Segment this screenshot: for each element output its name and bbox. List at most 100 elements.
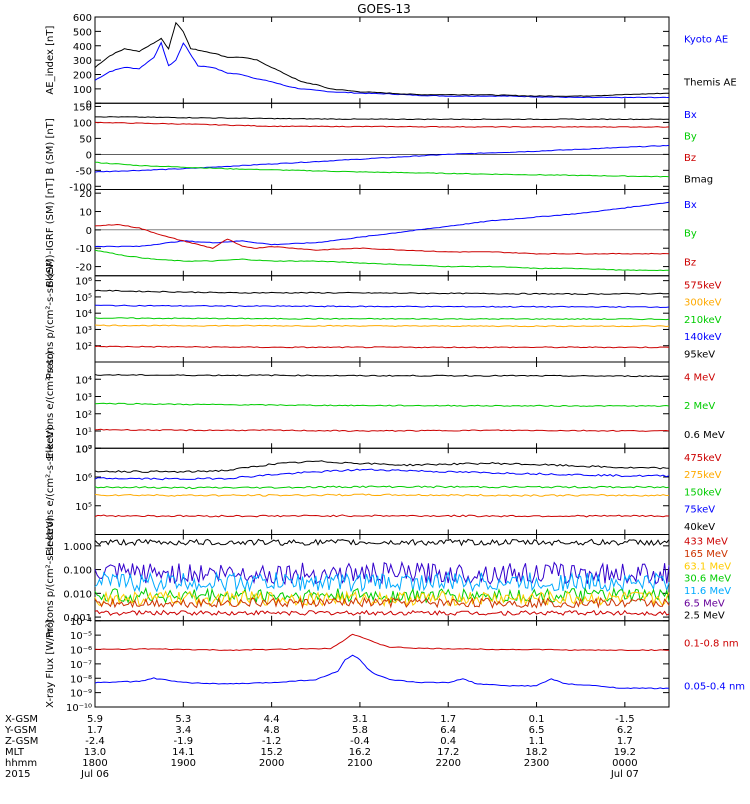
x-axis-cell: 0000 [612, 758, 637, 769]
x-axis-cell: 14.1 [172, 747, 194, 758]
legend-2-5-mev: 2.5 MeV [684, 611, 725, 622]
panel-frame [94, 447, 670, 535]
series-300kev [94, 324, 670, 328]
legend-bz: Bz [684, 153, 696, 164]
x-axis-cell: 19.2 [614, 747, 636, 758]
x-axis-cell: 1.7 [617, 736, 633, 747]
x-axis-cell: -2.4 [85, 736, 105, 747]
legend-75kev: 75keV [684, 505, 715, 516]
x-axis-cell: 2100 [347, 758, 372, 769]
y-tick-label: 0.100 [63, 566, 92, 577]
x-axis-cell: 2200 [436, 758, 461, 769]
x-axis-cell: 3.1 [352, 714, 368, 725]
legend-2-mev: 2 MeV [684, 401, 715, 412]
x-axis-cell: 6.4 [440, 725, 456, 736]
y-axis-label: B (SM) [nT] [45, 118, 56, 174]
x-axis-cell: 1.1 [529, 736, 545, 747]
y-tick-label: 10² [75, 410, 92, 421]
x-axis-cell: 6.5 [529, 725, 545, 736]
legend-475kev: 475keV [684, 453, 722, 464]
y-tick-label: 0 [86, 226, 92, 237]
x-axis-cell: -0.4 [350, 736, 370, 747]
legend-bmag: Bmag [684, 175, 713, 186]
y-tick-label: 10 [79, 208, 92, 219]
series-275kev [94, 493, 670, 497]
series-6-5-mev [94, 560, 670, 586]
series-165-mev [94, 596, 670, 610]
x-axis-cell: 3.4 [175, 725, 191, 736]
series-210kev [94, 317, 670, 321]
panel-frame [94, 16, 670, 104]
legend-140kev: 140keV [684, 332, 722, 343]
legend-by: By [684, 132, 697, 143]
series-75kev [94, 468, 670, 481]
series-by [94, 161, 670, 178]
y-tick-label: -50 [76, 166, 92, 177]
y-axis-label: Protons p/(cm²-s-sr-keV) [45, 517, 56, 638]
y-tick-label: 50 [79, 134, 92, 145]
legend-bz: Bz [684, 257, 696, 268]
y-tick-label: 10³ [75, 325, 92, 336]
y-tick-label: 600 [73, 13, 92, 24]
y-tick-label: 20 [79, 189, 92, 200]
y-tick-label: 10⁵ [75, 293, 92, 304]
panel-frame [94, 189, 670, 277]
y-tick-label: 10⁻⁹ [70, 689, 92, 700]
x-axis-row-label: Z-GSM [5, 736, 38, 747]
y-tick-label: 10⁻⁸ [70, 674, 92, 685]
x-axis-cell: 0.4 [440, 736, 456, 747]
series-2-5-mev [94, 538, 670, 547]
panel-frame [94, 620, 670, 708]
x-axis-cell: 1900 [171, 758, 196, 769]
x-axis-cell: 5.9 [87, 714, 103, 725]
panel-xray: 10⁻¹⁰ 10⁻⁹ 10⁻⁸ 10⁻⁷ 10⁻⁶ 10⁻⁵ 10⁻⁴ X-ray Flux … [45, 617, 745, 714]
series-by [94, 249, 669, 272]
y-tick-label: 10⁰ [75, 444, 92, 455]
y-tick-label: 10⁶ [75, 473, 92, 484]
x-axis-cell: 1.7 [87, 725, 103, 736]
x-axis-cell: -1.2 [262, 736, 282, 747]
series-0-1-0-8-nm [94, 633, 670, 652]
y-tick-label: 0.001 [63, 613, 92, 624]
y-tick-label: 10¹ [75, 427, 92, 438]
series-11-6-mev [94, 571, 670, 593]
legend-4-mev: 4 MeV [684, 372, 715, 383]
legend-575kev: 575keV [684, 280, 722, 291]
series-475kev [94, 514, 670, 518]
legend-kyoto-ae: Kyoto AE [684, 35, 728, 46]
legend-6-5-mev: 6.5 MeV [684, 598, 725, 609]
y-tick-label: 10³ [75, 393, 92, 404]
series-40kev [94, 460, 670, 474]
series-150kev [94, 485, 670, 490]
y-tick-label: 10⁻¹⁰ [66, 703, 92, 714]
panel-ae: 0 100 200 300 400 500 600 AE_index [nT] Kyoto AE… [45, 13, 737, 110]
x-axis-cell: 2000 [259, 758, 284, 769]
x-axis-cell: 5.8 [352, 725, 368, 736]
series-0-6-mev [94, 373, 670, 378]
panel-frame [94, 102, 670, 190]
x-axis-cell: 2300 [524, 758, 549, 769]
series-themis-ae [94, 21, 670, 97]
y-tick-label: 100 [73, 85, 92, 96]
y-axis-label: X-ray Flux [W/m²] [45, 620, 56, 708]
x-axis-row-label: X-GSM [5, 714, 38, 725]
legend-0-1-0-8-nm: 0.1-0.8 nm [684, 638, 739, 649]
y-tick-label: 150 [73, 102, 92, 113]
panel-bsm: -100 -50 0 50 100 150 B (SM) [nT] Bx By Bz Bmag [45, 102, 713, 193]
x-axis-cell: 18.2 [525, 747, 547, 758]
y-axis-label: B (SM)-IGRF (SM) [nT] [45, 178, 56, 287]
x-axis-cell: 4.8 [264, 725, 280, 736]
series-2-mev [94, 402, 670, 408]
legend-165-mev: 165 MeV [684, 549, 728, 560]
legend-by: By [684, 229, 697, 240]
series-433-mev [94, 609, 670, 617]
series-140kev [94, 304, 670, 309]
legend-0-6-mev: 0.6 MeV [684, 430, 725, 441]
y-tick-label: 400 [73, 42, 92, 53]
y-tick-label: 1.000 [63, 542, 92, 553]
y-tick-label: 0 [86, 99, 92, 110]
series-63-1-mev [94, 590, 670, 608]
series-bx [94, 144, 670, 173]
